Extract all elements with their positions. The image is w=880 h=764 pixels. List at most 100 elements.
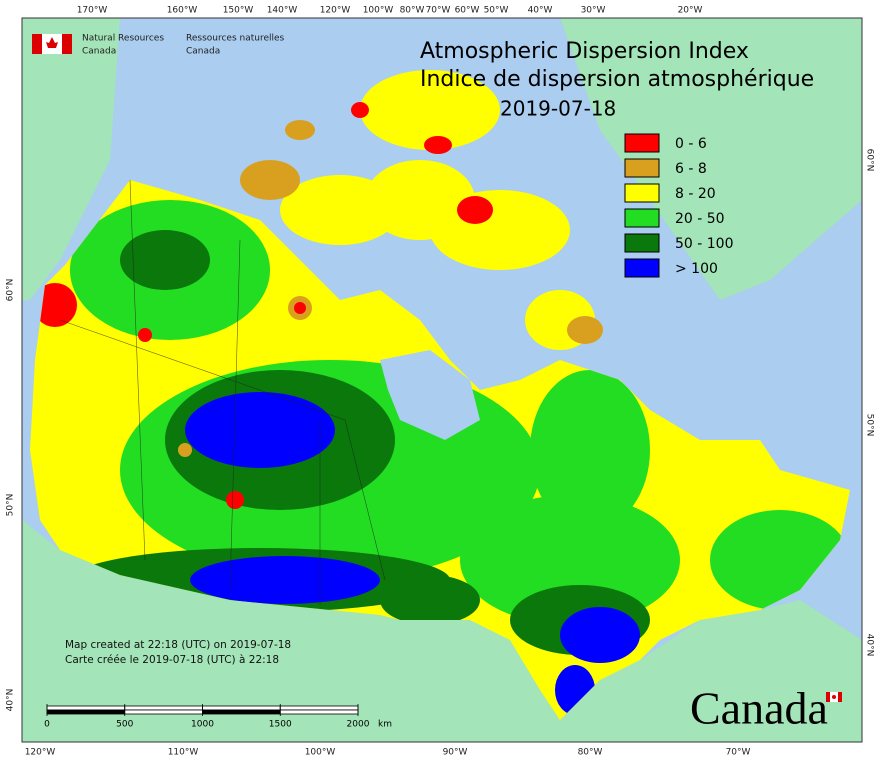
arctic-islands [240,70,603,350]
graticule-label: 40°N [865,634,875,657]
graticule-label: 100°W [363,6,394,16]
note: Map created at 22:18 (UTC) on 2019-07-18 [65,639,291,651]
graticule-label: 140°W [267,6,298,16]
graticule-label: 20°W [678,6,703,16]
legend-swatch [624,233,660,253]
flag-bar [838,692,842,702]
graticule-label: 80°W [578,748,603,758]
scale-bar: 0 500 1000 1500 2000 km [44,704,392,730]
flag-bar [32,34,42,54]
island [240,160,300,200]
scale-label: 2000 [347,720,370,730]
scale-segment [124,709,203,715]
legend-label: 0 - 6 [675,136,707,152]
legend: 0 - 6 6 - 8 8 - 20 20 - 50 50 - 100 > 100 [624,133,734,278]
island [351,102,369,118]
flag-bar [62,34,72,54]
logo-text: Ressources naturelles [186,34,285,44]
graticule-label: 150°W [223,6,254,16]
graticule-label: 170°W [77,6,108,16]
maple-leaf [46,37,58,48]
graticule-label: 70°W [726,748,751,758]
scale-label: 1000 [191,720,214,730]
graticule-label: 80°W [400,6,425,16]
graticule-label: 110°W [168,748,199,758]
zone [226,491,244,509]
note: Carte créée le 2019-07-18 (UTC) à 22:18 [65,654,279,666]
zone [190,556,380,604]
scale-segment [124,705,203,711]
graticule-label: 100°W [305,748,336,758]
hudson-bay [380,350,480,440]
graticule-label: 60°N [865,149,875,172]
united-states [22,520,862,742]
legend-swatch [624,183,660,203]
scale-segment [46,709,126,715]
scale-segment [279,705,359,711]
legend-label: > 100 [675,261,718,277]
zone [178,443,192,457]
title: Indice de dispersion atmosphérique [420,67,814,92]
graticule-labels: 170°W 160°W 150°W 140°W 120°W 100°W 80°W 70°W 60… [6,6,875,758]
graticule-label: 120°W [25,748,56,758]
zone [294,302,306,314]
scale-unit: km [378,720,392,730]
graticule-label: 160°W [167,6,198,16]
graticule-label: 60°W [455,6,480,16]
island [360,70,500,150]
boundary [59,319,386,581]
graticule-label: 60°N [6,279,16,302]
scale-segment [202,709,281,715]
graticule-label: 90°W [443,748,468,758]
legend-label: 6 - 8 [675,161,707,177]
graticule-label: 50°N [6,494,16,517]
legend-swatch [624,133,660,153]
logo-text: Canada [82,47,116,57]
logo-text: Canada [186,47,220,57]
graticule-label: 70°W [426,6,451,16]
map-body [22,18,862,742]
scale-label: 0 [44,720,50,730]
maple-leaf [832,695,836,699]
island [424,136,452,154]
legend-swatch [624,208,660,228]
date: 2019-07-18 [500,97,616,121]
island [457,196,493,224]
graticule-label: 40°W [528,6,553,16]
boundary [129,179,146,561]
graticule-label: 30°W [581,6,606,16]
zone [138,328,152,342]
island [430,190,570,270]
legend-swatch [624,158,660,178]
legend-label: 50 - 100 [675,236,734,252]
canada [30,70,850,720]
nrcan-logo: Natural Resources Canada Ressources natu… [32,34,285,57]
graticule-label: 120°W [320,6,351,16]
index-zones [33,200,850,715]
zone [185,392,335,468]
boundary [229,239,241,591]
alaska [22,18,120,300]
scale-segment [279,709,359,715]
title: Atmospheric Dispersion Index [420,39,749,64]
legend-label: 8 - 20 [675,186,716,202]
scale-label: 1500 [269,720,292,730]
canada-wordmark: Canada [690,683,842,734]
graticule-label: 50°N [865,414,875,437]
graticule-label: 40°N [6,689,16,712]
zone [560,607,640,663]
zone [530,370,650,530]
scale-label: 500 [116,720,133,730]
wordmark: Canada [690,683,828,734]
island [567,316,603,344]
logo-text: Natural Resources [82,34,164,44]
graticule-label: 50°W [484,6,509,16]
scale-segment [46,705,126,711]
greenland [560,18,862,300]
map-frame [21,17,863,743]
zone [380,575,480,625]
zone [120,230,210,290]
zone [460,495,680,625]
